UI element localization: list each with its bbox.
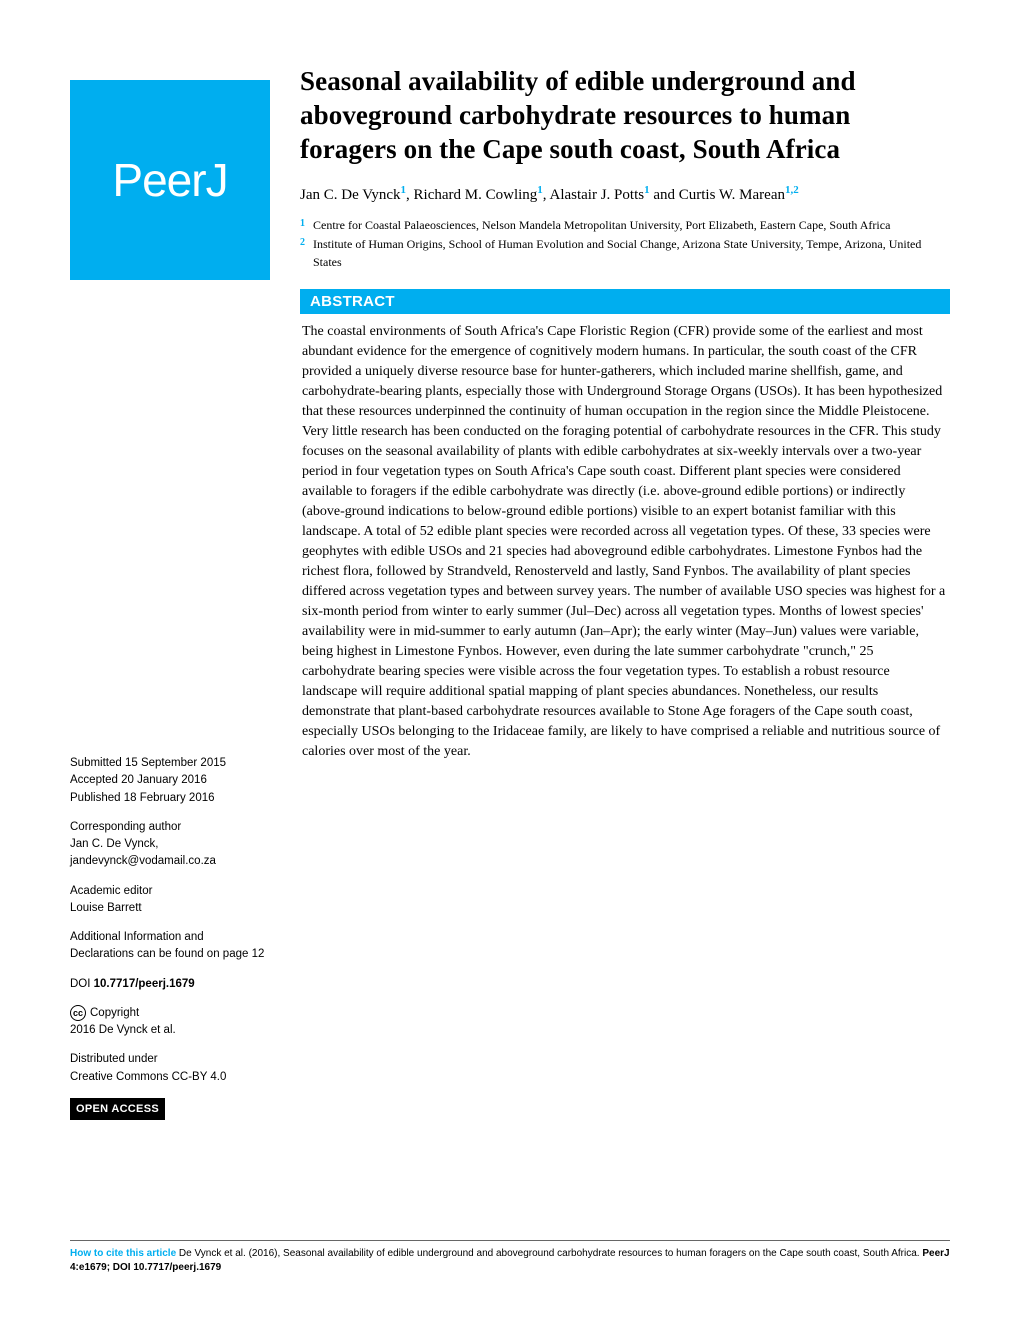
license-block: Distributed under Creative Commons CC-BY… [70, 1051, 270, 1086]
license-text: Creative Commons CC-BY 4.0 [70, 1069, 270, 1086]
corresponding-author-block: Corresponding author Jan C. De Vynck, ja… [70, 819, 270, 871]
author-4-affil: 1,2 [785, 184, 799, 196]
published-date: 18 February 2016 [124, 792, 215, 804]
main-content: Seasonal availability of edible undergro… [300, 65, 950, 762]
submitted-date: 15 September 2015 [125, 757, 226, 769]
journal-logo: PeerJ [70, 80, 270, 280]
left-column: PeerJ [70, 80, 270, 280]
doi-block: DOI 10.7717/peerj.1679 [70, 976, 270, 993]
corresponding-author-name: Jan C. De Vynck, [70, 836, 270, 853]
article-metadata-sidebar: Submitted 15 September 2015 Accepted 20 … [70, 755, 270, 1120]
affiliation-row: 2 Institute of Human Origins, School of … [300, 236, 950, 271]
affiliations-list: 1 Centre for Coastal Palaeosciences, Nel… [300, 217, 950, 271]
published-label: Published [70, 792, 124, 804]
authors-line: Jan C. De Vynck1, Richard M. Cowling1, A… [300, 182, 950, 207]
citation-footer: How to cite this article De Vynck et al.… [70, 1240, 950, 1275]
abstract-body: The coastal environments of South Africa… [300, 322, 950, 762]
open-access-badge: OPEN ACCESS [70, 1098, 165, 1121]
affiliation-number: 2 [300, 236, 310, 271]
citation-label: How to cite this article [70, 1248, 179, 1259]
distributed-label: Distributed under [70, 1051, 270, 1068]
accepted-date: 20 January 2016 [121, 774, 207, 786]
copyright-block: cc Copyright 2016 De Vynck et al. [70, 1005, 270, 1040]
author-3: Alastair J. Potts [549, 187, 644, 203]
citation-text: De Vynck et al. (2016), Seasonal availab… [179, 1248, 922, 1259]
academic-editor-name: Louise Barrett [70, 900, 270, 917]
copyright-label: Copyright [90, 1005, 139, 1022]
doi-value: 10.7717/peerj.1679 [94, 978, 195, 990]
open-access-badge-wrap: OPEN ACCESS [70, 1098, 270, 1121]
author-4: Curtis W. Marean [679, 187, 785, 203]
author-1-affil: 1 [401, 184, 407, 196]
author-2: Richard M. Cowling [414, 187, 538, 203]
journal-logo-text: PeerJ [112, 153, 227, 207]
author-2-affil: 1 [537, 184, 543, 196]
additional-info-block: Additional Information and Declarations … [70, 929, 270, 964]
submitted-label: Submitted [70, 757, 125, 769]
corresponding-author-email: jandevynck@vodamail.co.za [70, 853, 270, 870]
academic-editor-block: Academic editor Louise Barrett [70, 883, 270, 918]
corresponding-author-label: Corresponding author [70, 819, 270, 836]
abstract-header: ABSTRACT [300, 289, 950, 314]
author-1: Jan C. De Vynck [300, 187, 401, 203]
doi-label: DOI [70, 978, 94, 990]
accepted-label: Accepted [70, 774, 121, 786]
submission-dates: Submitted 15 September 2015 Accepted 20 … [70, 755, 270, 807]
affiliation-text: Centre for Coastal Palaeosciences, Nelso… [313, 217, 890, 234]
academic-editor-label: Academic editor [70, 883, 270, 900]
cc-icon: cc [70, 1005, 86, 1021]
affiliation-number: 1 [300, 217, 310, 234]
affiliation-text: Institute of Human Origins, School of Hu… [313, 236, 950, 271]
article-title: Seasonal availability of edible undergro… [300, 65, 950, 166]
copyright-text: 2016 De Vynck et al. [70, 1022, 270, 1039]
author-separator-and: and [650, 187, 679, 203]
affiliation-row: 1 Centre for Coastal Palaeosciences, Nel… [300, 217, 950, 234]
